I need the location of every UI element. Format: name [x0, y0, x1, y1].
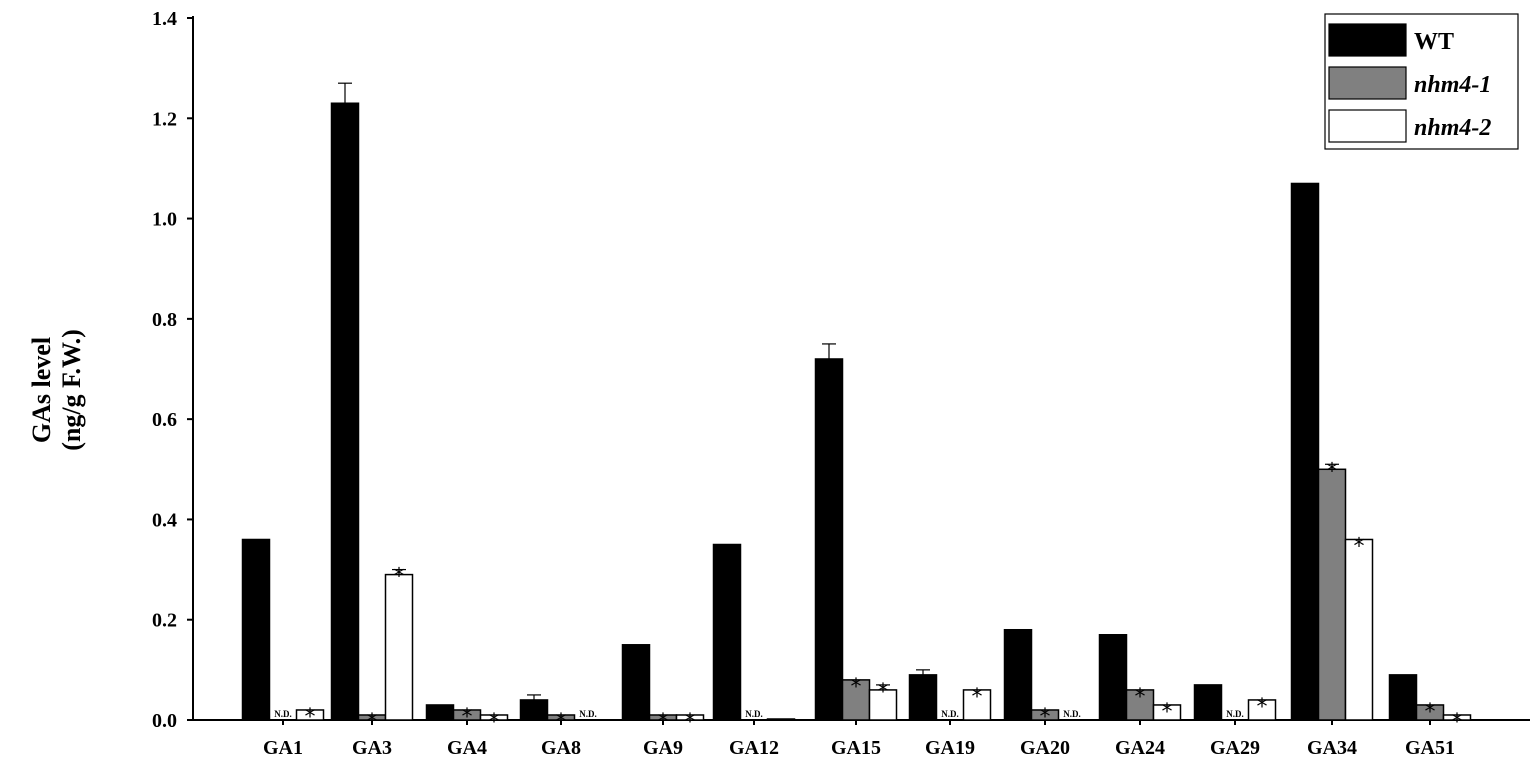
- bar-nhm4-2-GA9: [675, 714, 705, 721]
- bar-nhm4-2-GA24: [1152, 704, 1182, 721]
- significance-marker: *: [851, 675, 862, 700]
- bar-nhm4-2-GA29: [1247, 699, 1277, 721]
- y-tick-label: 0.2: [152, 610, 177, 632]
- y-tick-label: 1.4: [152, 8, 177, 30]
- not-detected-label: N.D.: [1063, 709, 1081, 719]
- bar-nhm4-2-GA12: [766, 718, 796, 721]
- x-tick-label: GA51: [1405, 737, 1455, 759]
- not-detected-label: N.D.: [579, 709, 597, 719]
- bar-WT-GA34: [1290, 182, 1320, 721]
- significance-marker: *: [1327, 459, 1338, 484]
- bar-nhm4-1-GA51: [1415, 704, 1445, 721]
- bar-nhm4-2-GA4: [479, 714, 509, 721]
- not-detected-label: N.D.: [941, 709, 959, 719]
- x-tick-label: GA19: [925, 737, 975, 759]
- legend-label: WT: [1414, 29, 1454, 55]
- legend-swatch: [1328, 23, 1407, 57]
- bar-nhm4-1-GA20: [1030, 709, 1060, 721]
- y-tick-label: 1.2: [152, 108, 177, 130]
- significance-marker: *: [462, 705, 473, 730]
- significance-marker: *: [972, 685, 983, 710]
- legend-label: nhm4-2: [1414, 115, 1491, 141]
- significance-marker: *: [305, 705, 316, 730]
- x-tick-label: GA12: [729, 737, 779, 759]
- x-tick-label: GA24: [1115, 737, 1165, 759]
- not-detected-label: N.D.: [274, 709, 292, 719]
- x-tick-label: GA1: [263, 737, 303, 759]
- significance-marker: *: [658, 710, 669, 735]
- significance-marker: *: [1162, 700, 1173, 725]
- bar-WT-GA51: [1388, 674, 1418, 721]
- significance-marker: *: [685, 710, 696, 735]
- legend-swatch: [1328, 66, 1407, 100]
- significance-marker: *: [1135, 685, 1146, 710]
- significance-marker: *: [556, 710, 567, 735]
- significance-marker: *: [1040, 705, 1051, 730]
- not-detected-label: N.D.: [745, 709, 763, 719]
- significance-marker: *: [1257, 695, 1268, 720]
- y-axis-title: GAs level: [27, 337, 56, 443]
- bar-WT-GA19: [908, 674, 938, 721]
- legend-label: nhm4-1: [1414, 72, 1491, 98]
- y-tick-label: 0.4: [152, 509, 177, 531]
- x-tick-label: GA8: [541, 737, 581, 759]
- bar-WT-GA4: [425, 704, 455, 721]
- bar-nhm4-2-GA3: [384, 573, 414, 721]
- legend-swatch: [1328, 109, 1407, 143]
- bar-WT-GA15: [814, 358, 844, 721]
- bar-WT-GA3: [330, 102, 360, 721]
- bar-nhm4-2-GA51: [1442, 714, 1472, 721]
- x-tick-label: GA15: [831, 737, 881, 759]
- x-tick-label: GA20: [1020, 737, 1070, 759]
- y-tick-label: 0.8: [152, 309, 177, 331]
- bar-nhm4-1-GA24: [1125, 689, 1155, 721]
- y-tick-label: 0.6: [152, 409, 177, 431]
- bar-WT-GA1: [241, 538, 271, 721]
- bar-nhm4-1-GA34: [1317, 468, 1347, 721]
- significance-marker: *: [367, 710, 378, 735]
- bar-nhm4-2-GA1: [295, 709, 325, 721]
- x-tick-label: GA3: [352, 737, 392, 759]
- significance-marker: *: [1425, 700, 1436, 725]
- bar-WT-GA8: [519, 699, 549, 721]
- x-tick-label: GA9: [643, 737, 683, 759]
- significance-marker: *: [878, 680, 889, 705]
- bar-WT-GA20: [1003, 628, 1033, 721]
- not-detected-label: N.D.: [1226, 709, 1244, 719]
- y-tick-label: 0.0: [152, 710, 177, 732]
- bar-WT-GA29: [1193, 684, 1223, 721]
- bar-WT-GA12: [712, 543, 742, 721]
- y-axis-subtitle: (ng/g F.W.): [57, 329, 86, 451]
- y-tick-label: 1.0: [152, 209, 177, 231]
- x-tick-label: GA34: [1307, 737, 1357, 759]
- bar-nhm4-2-GA19: [962, 689, 992, 721]
- significance-marker: *: [1452, 710, 1463, 735]
- bar-WT-GA9: [621, 644, 651, 721]
- x-tick-label: GA4: [447, 737, 487, 759]
- bar-nhm4-1-GA8: [546, 714, 576, 721]
- x-tick-label: GA29: [1210, 737, 1260, 759]
- significance-marker: *: [489, 710, 500, 735]
- significance-marker: *: [1354, 534, 1365, 559]
- significance-marker: *: [394, 565, 405, 590]
- plot-area: 0.0 0.2 0.4 0.6 0.8 1.0 1.2 1.4 GAs level (ng/g F…: [27, 8, 1530, 759]
- bar-nhm4-2-GA34: [1344, 538, 1374, 721]
- bar-WT-GA24: [1098, 634, 1128, 721]
